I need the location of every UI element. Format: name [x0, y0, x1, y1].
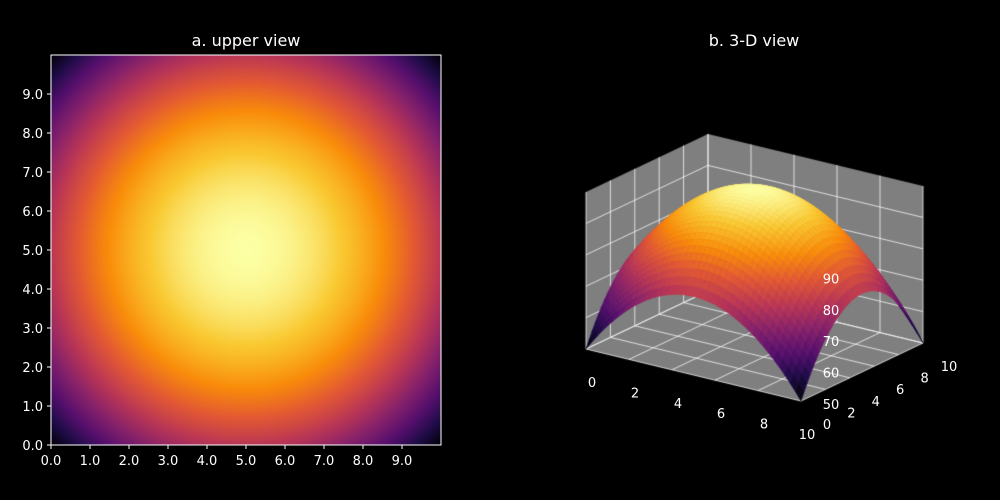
- y-tick-label: 7.0: [22, 166, 43, 181]
- upper-view-title: a. upper view: [192, 31, 301, 50]
- 3d-view-axes: 0 2 4 6 8 10 0 2 4 6 8 10 50 60 70 80 90: [588, 272, 957, 443]
- x-tick-label: 1.0: [80, 454, 101, 469]
- x-tick-label: 3.0: [158, 454, 179, 469]
- 3d-view-title: b. 3-D view: [709, 31, 800, 50]
- x-tick-label: 5.0: [236, 454, 257, 469]
- y-tick-label: 8: [920, 372, 928, 387]
- y-tick-label: 4.0: [22, 283, 43, 298]
- z-tick-label: 60: [823, 367, 840, 382]
- x-tick-label: 8.0: [353, 454, 374, 469]
- z-tick-label: 50: [823, 398, 840, 413]
- y-tick-label: 8.0: [22, 127, 43, 142]
- y-tick-label: 6: [896, 383, 904, 398]
- x-tick-label: 10: [799, 428, 816, 443]
- y-tick-label: 0.0: [22, 439, 43, 454]
- x-tick-label: 2: [631, 386, 639, 401]
- y-tick-label: 1.0: [22, 400, 43, 415]
- z-tick-label: 90: [823, 272, 840, 287]
- x-tick-label: 6.0: [275, 454, 296, 469]
- y-tick-label: 3.0: [22, 322, 43, 337]
- y-tick-label: 10: [941, 360, 958, 375]
- x-tick-label: 2.0: [119, 454, 140, 469]
- z-tick-label: 80: [823, 304, 840, 319]
- x-tick-label: 7.0: [314, 454, 335, 469]
- y-tick-label: 4: [872, 395, 880, 410]
- upper-view-frame: [50, 54, 442, 446]
- x-tick-label: 4.0: [197, 454, 218, 469]
- x-tick-label: 0: [588, 376, 596, 391]
- y-tick-label: 6.0: [22, 205, 43, 220]
- y-tick-label: 2: [847, 406, 855, 421]
- z-tick-label: 70: [823, 335, 840, 350]
- x-tick-label: 6: [717, 407, 725, 422]
- y-tick-label: 9.0: [22, 88, 43, 103]
- x-tick-label: 9.0: [392, 454, 413, 469]
- y-tick-label: 5.0: [22, 244, 43, 259]
- y-tick-label: 2.0: [22, 361, 43, 376]
- x-tick-label: 0.0: [41, 454, 62, 469]
- x-tick-label: 8: [760, 418, 768, 433]
- upper-view-axes: 0.0 1.0 2.0 3.0 4.0 5.0 6.0 7.0 8.0 9.0 0.0 1.0 2.0 3…: [22, 54, 442, 469]
- y-tick-label: 0: [823, 418, 831, 433]
- x-tick-label: 4: [674, 397, 682, 412]
